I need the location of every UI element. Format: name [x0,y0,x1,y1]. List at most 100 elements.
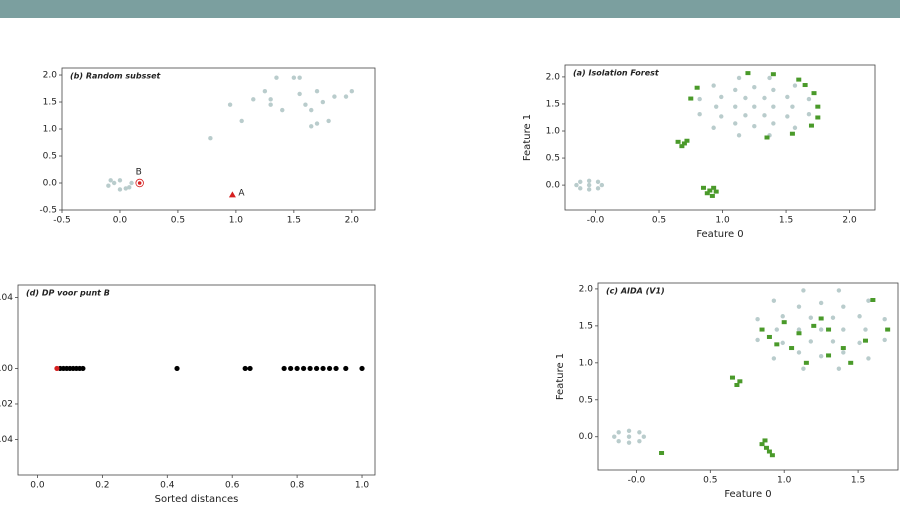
point [586,178,592,183]
annotation: B [136,168,142,178]
point [117,187,123,192]
point [863,327,868,332]
point [281,365,287,372]
point-ring [135,178,144,188]
point [707,188,713,193]
point [841,304,846,309]
y-tick-label: 1.5 [546,99,560,109]
point [637,430,642,435]
point [866,298,871,303]
x-tick-label: 1.0 [715,216,730,226]
point [755,337,760,343]
point [681,141,687,146]
point [802,83,808,88]
chart-title: (b) Random subsset [70,72,162,81]
point [815,115,821,120]
y-tick-label: -0.5 [39,206,57,216]
point [679,144,685,149]
x-tick-label: 1.5 [287,216,301,226]
point [818,353,824,359]
point [288,365,294,372]
point [343,94,349,99]
point [836,288,842,293]
point [801,366,806,371]
point [737,379,743,384]
point [857,314,862,319]
point [818,327,824,332]
point [704,191,710,196]
point [711,185,717,190]
point [106,183,111,188]
point [796,77,802,82]
point [759,442,765,447]
point [836,366,842,371]
point [314,89,320,94]
point [808,123,814,128]
point [759,327,765,332]
point [848,360,854,365]
point [637,438,642,444]
point [697,96,702,102]
point [752,104,757,109]
y-tick-label: 0.5 [546,154,560,164]
point [359,365,365,372]
point [771,298,777,303]
point [343,365,349,372]
point [54,365,60,372]
point [774,327,780,332]
point [291,75,297,80]
point [767,75,772,81]
point [796,350,802,355]
x-axis-label: Sorted distances [155,494,239,505]
x-axis-label: Feature 0 [696,229,743,240]
point [745,71,751,76]
point [766,334,772,339]
point [313,365,320,372]
chart-title: (d) DP voor punt B [26,289,110,298]
point [123,186,128,191]
point [294,365,300,372]
point [826,353,832,358]
y-tick-label: 2.0 [546,72,561,82]
point [803,360,809,365]
point [780,314,785,319]
point [830,339,836,344]
x-tick-label: 1.0 [229,216,244,226]
point [755,317,760,322]
point [297,91,302,97]
point [796,327,802,332]
point [108,178,113,183]
x-tick-label: -0.5 [53,216,71,226]
point [659,451,665,455]
x-tick-label: 0.0 [113,216,128,226]
point [866,356,871,361]
point [309,124,314,129]
point [320,99,326,105]
point [771,87,776,93]
point [762,95,767,101]
y-tick-label: 1.5 [43,98,57,108]
point [734,383,740,387]
point [771,104,776,109]
point [764,135,770,140]
y-tick-label: 2.0 [43,71,58,81]
point [857,340,862,346]
point [840,346,846,351]
point [239,118,244,124]
y-axis-label: Feature 1 [555,353,566,400]
point [595,186,601,191]
point [280,107,285,113]
x-tick-label: 1.5 [779,216,793,226]
point [684,138,690,143]
point [694,85,700,90]
point [789,346,795,351]
point [242,365,248,372]
point [766,449,772,454]
y-tick-label: -0.04 [0,435,13,445]
x-tick-label: 0.4 [160,481,175,491]
point [247,365,253,372]
plot-frame [597,282,899,471]
point [80,365,86,372]
point [711,125,716,130]
point [811,91,817,96]
